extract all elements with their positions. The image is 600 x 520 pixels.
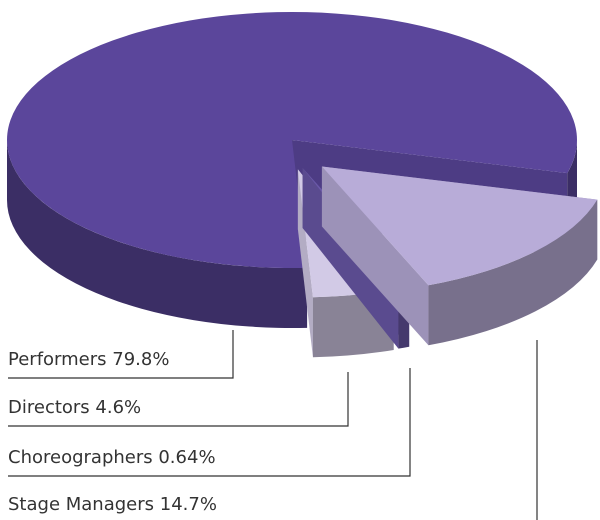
category-name: Performers — [8, 349, 107, 370]
value-label: 0.64% — [158, 447, 215, 468]
value-label: 79.8% — [112, 349, 169, 370]
value-label: 4.6% — [95, 397, 141, 418]
leader-line — [536, 340, 538, 520]
slice-label: Choreographers 0.64% — [8, 447, 216, 468]
leader-line — [8, 368, 411, 477]
category-name: Directors — [8, 397, 90, 418]
leader-line — [8, 372, 349, 427]
leader-line — [8, 330, 234, 379]
slice-side — [428, 199, 598, 346]
slice-side — [321, 166, 429, 346]
category-name: Stage Managers — [8, 494, 154, 515]
slice-label: Performers 79.8% — [8, 349, 169, 370]
slice-label: Stage Managers 14.7% — [8, 494, 217, 515]
slice — [7, 12, 578, 269]
slice — [321, 166, 598, 286]
slice-side — [297, 169, 313, 358]
slice-side — [7, 140, 308, 328]
slice-label: Directors 4.6% — [8, 397, 141, 418]
category-name: Choreographers — [8, 447, 153, 468]
value-label: 14.7% — [160, 494, 217, 515]
